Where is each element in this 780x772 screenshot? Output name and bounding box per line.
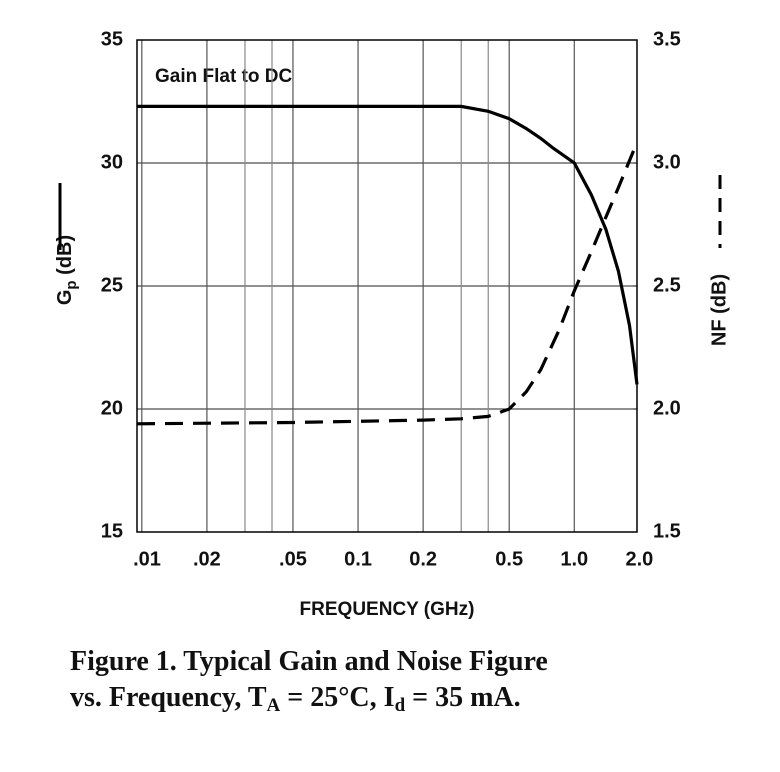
caption-part: = 25°C, I (280, 682, 394, 713)
y2-tick-label: 3.0 (653, 151, 681, 173)
y-tick-label: 15 (101, 520, 123, 542)
x-tick-label: 2.0 (625, 548, 653, 570)
y2-tick-label: 2.0 (653, 397, 681, 419)
caption-part: = 35 mA. (405, 682, 521, 713)
y-label-part: (dB) (54, 235, 76, 281)
x-tick-label: .05 (279, 548, 307, 570)
caption-sub: A (267, 695, 281, 716)
y2-tick-label: 2.5 (653, 274, 681, 296)
caption-part: vs. Frequency, T (70, 682, 267, 713)
y2-axis-label: NF (dB) (708, 274, 730, 346)
y-tick-label: 25 (101, 274, 123, 296)
y-label-part: G (54, 290, 76, 306)
x-tick-label: 0.5 (495, 548, 523, 570)
x-axis-label: FREQUENCY (GHz) (300, 599, 475, 620)
y-label-sub: p (63, 280, 80, 289)
series-line (136, 147, 637, 426)
x-tick-label: 1.0 (560, 548, 588, 570)
caption-line: Figure 1. Typical Gain and Noise Figure (70, 646, 548, 677)
y2-tick-label: 1.5 (653, 520, 681, 542)
y-axis-label: Gp (dB) (54, 235, 80, 305)
x-tick-label: .01 (133, 548, 161, 570)
y-tick-label: 35 (101, 28, 123, 50)
x-tick-label: 0.1 (344, 548, 372, 570)
series-line (137, 104, 639, 385)
caption-part: Figure 1. Typical Gain and Noise Figure (70, 646, 548, 677)
y2-tick-label: 3.5 (653, 28, 681, 50)
x-tick-label: 0.2 (409, 548, 437, 570)
y-tick-label: 30 (101, 151, 123, 173)
x-tick-label: .02 (193, 548, 221, 570)
plot-frame (136, 39, 638, 533)
y-tick-label: 20 (101, 397, 123, 419)
caption-sub: d (395, 695, 406, 716)
caption-line: vs. Frequency, TA = 25°C, Id = 35 mA. (70, 682, 521, 716)
annotation: Gain Flat to DC (155, 66, 293, 87)
